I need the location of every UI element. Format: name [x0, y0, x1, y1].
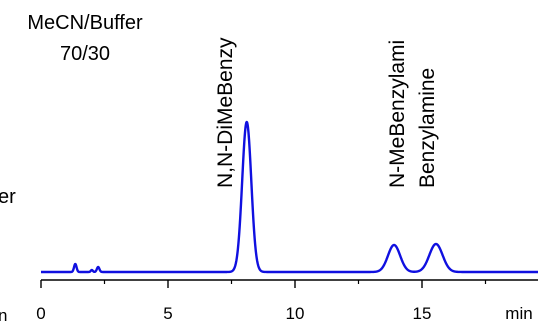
peak-label-benzylamine: Benzylamine	[416, 68, 439, 188]
left-fragment-1: er	[0, 186, 16, 208]
x-tick-label: 5	[163, 304, 172, 323]
x-axis-unit-label: min	[505, 304, 532, 323]
condition-line-2: 70/30	[60, 43, 110, 65]
x-tick-label: 10	[286, 304, 305, 323]
condition-line-1: MeCN/Buffer	[27, 12, 143, 34]
x-tick-marks	[40, 280, 487, 288]
left-fragment-2: n	[0, 306, 7, 325]
peak-label-n-methylbenzylamine: N-MeBenzylami	[386, 40, 409, 188]
chromatogram-trace	[40, 120, 538, 274]
x-tick-labels: 0 5 10 15	[36, 304, 431, 323]
x-tick-label: 15	[413, 304, 432, 323]
x-tick-label: 0	[36, 304, 45, 323]
peak-label-n-n-dimethylbenzylamine: N,N-DiMeBenzy	[214, 37, 237, 188]
